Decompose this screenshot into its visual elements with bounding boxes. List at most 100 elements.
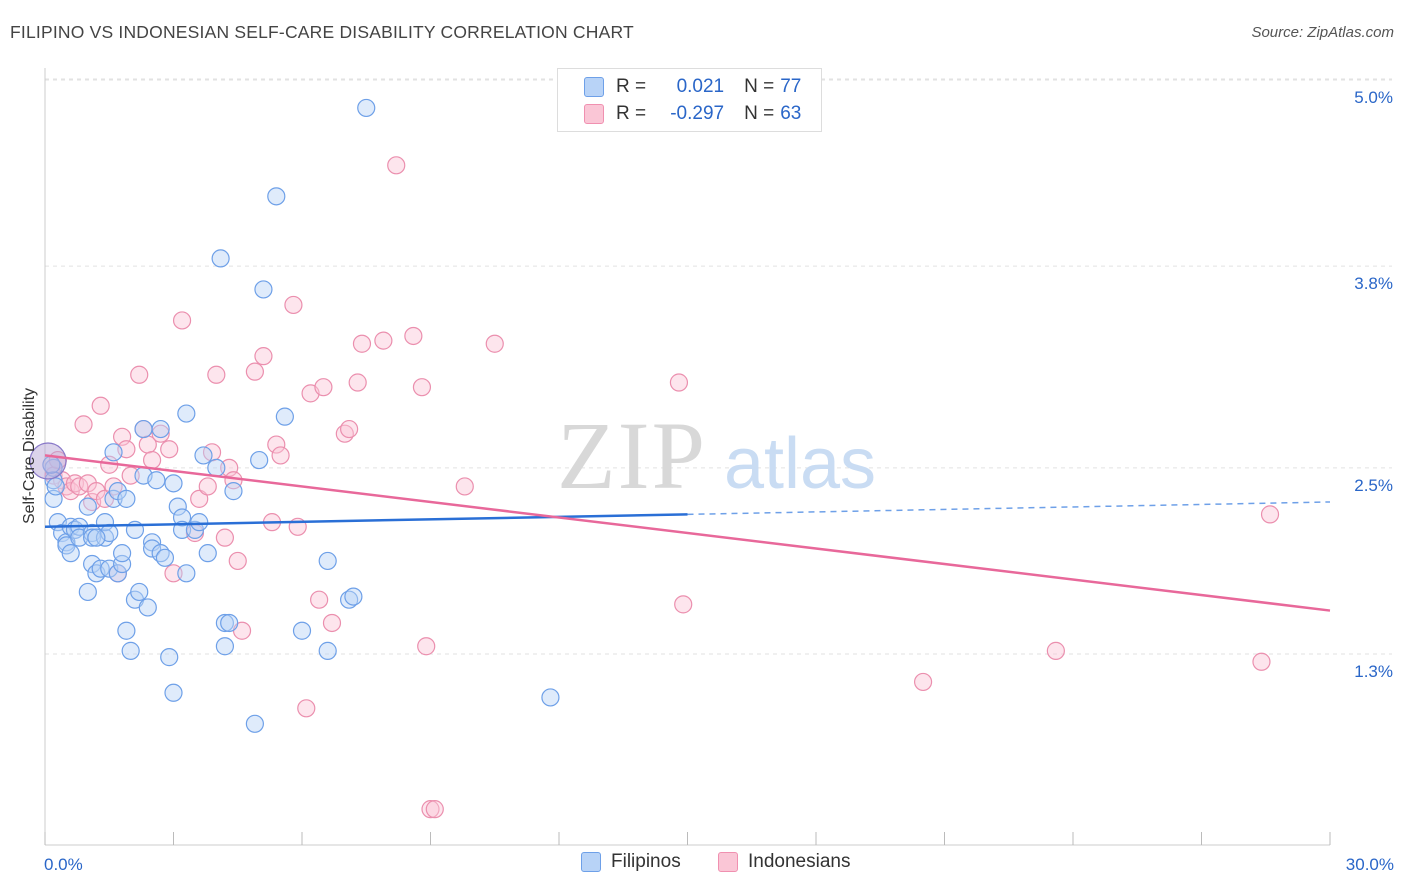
legend-row-indonesians: R = -0.297 N = 63	[558, 100, 801, 128]
legend-item-indonesians[interactable]: Indonesians	[718, 851, 850, 873]
indonesians-point	[412, 378, 432, 397]
filipinos-swatch	[584, 77, 604, 97]
filipinos-point	[220, 613, 239, 633]
y-tick-labels: 5.0% 3.8% 2.5% 1.3%	[1354, 88, 1393, 681]
indonesians-point	[322, 613, 342, 633]
correlation-legend: R = 0.021 N = 77 R = -0.297 N = 63	[557, 68, 822, 132]
filipinos-trend-extension	[687, 501, 1331, 516]
indonesians-point	[352, 334, 372, 353]
indonesians-point	[314, 378, 333, 397]
filipinos-r-value: 0.021	[676, 76, 725, 97]
filipinos-point	[130, 582, 149, 602]
indonesians-point	[267, 435, 286, 454]
filipinos-point	[78, 497, 97, 516]
filipinos-point	[198, 544, 217, 563]
indonesians-point	[151, 424, 170, 443]
indonesians-point	[190, 489, 209, 508]
filipinos-point	[142, 539, 162, 558]
filipinos-point	[172, 508, 192, 527]
indonesians-n-value: 63	[780, 103, 802, 124]
grid-lines	[45, 78, 1392, 655]
filipinos-point	[267, 187, 286, 206]
legend-item-filipinos[interactable]: Filipinos	[581, 851, 681, 873]
filipinos-point	[78, 582, 97, 602]
filipinos-point	[160, 648, 179, 667]
filipinos-point	[177, 404, 196, 423]
y-axis-label: Self-Care Disability	[21, 388, 38, 524]
filipinos-point	[224, 482, 243, 501]
series-indonesians	[44, 156, 1280, 819]
filipinos-point	[541, 688, 560, 707]
filipinos-point	[87, 528, 106, 547]
filipinos-point	[177, 564, 196, 583]
indonesians-legend-swatch	[718, 852, 738, 872]
filipinos-point	[61, 544, 80, 563]
n-label: N =	[744, 103, 775, 124]
indonesians-point	[913, 672, 933, 692]
filipinos-point	[172, 520, 192, 539]
indonesians-point	[164, 564, 183, 583]
filipinos-point	[138, 598, 157, 617]
indonesians-point	[455, 477, 474, 496]
indonesians-point	[91, 396, 110, 415]
filipinos-point	[318, 551, 337, 571]
watermark-atlas: atlas	[724, 424, 876, 504]
trend-lines	[44, 454, 1331, 612]
indonesians-point	[254, 347, 273, 366]
indonesians-r-value: -0.297	[670, 103, 725, 124]
indonesians-point	[215, 528, 234, 547]
indonesians-point	[310, 590, 329, 609]
y-tick-label: 1.3%	[1354, 662, 1393, 681]
filipinos-point	[292, 621, 312, 640]
filipinos-point	[190, 513, 209, 532]
series-filipinos	[29, 98, 560, 733]
indonesians-trend-line	[44, 454, 1331, 612]
y-tick-label: 2.5%	[1354, 476, 1393, 495]
filipinos-point	[211, 249, 230, 268]
filipinos-point	[104, 443, 123, 462]
filipinos-point	[164, 683, 183, 702]
filipinos-point	[108, 564, 127, 583]
indonesians-point	[348, 373, 367, 392]
filipinos-point	[207, 458, 226, 477]
indonesians-point	[245, 362, 264, 381]
y-tick-label: 5.0%	[1354, 88, 1393, 107]
filipinos-point	[215, 637, 234, 656]
indonesians-point	[207, 365, 226, 384]
filipinos-point	[357, 98, 376, 118]
filipinos-point	[121, 641, 140, 660]
n-label: N =	[744, 76, 775, 97]
filipinos-trend-line	[44, 513, 688, 529]
indonesians-point	[121, 466, 140, 485]
filipinos-point	[83, 554, 102, 574]
legend-row-filipinos: R = 0.021 N = 77	[558, 73, 801, 101]
filipinos-point	[134, 419, 153, 439]
indonesians-point	[417, 637, 436, 656]
filipinos-point	[275, 407, 294, 426]
filipinos-point	[147, 471, 166, 490]
indonesians-point	[404, 326, 423, 346]
chart-title: FILIPINO VS INDONESIAN SELF-CARE DISABIL…	[10, 22, 634, 42]
cluster-point	[29, 442, 67, 480]
filipinos-point	[245, 714, 264, 733]
filipinos-point	[254, 280, 273, 299]
watermark-zip: ZIP	[557, 402, 707, 509]
indonesians-point	[421, 800, 440, 819]
watermark: ZIP atlas	[557, 402, 876, 509]
indonesians-point	[142, 450, 162, 470]
filipinos-point	[112, 554, 132, 574]
indonesians-point	[297, 699, 316, 718]
indonesians-legend-label: Indonesians	[748, 851, 851, 872]
indonesians-point	[1260, 505, 1280, 524]
filipinos-point	[194, 446, 213, 465]
filipinos-legend-swatch	[581, 852, 601, 872]
r-label: R =	[616, 76, 647, 97]
filipinos-legend-label: Filipinos	[611, 851, 681, 872]
filipinos-point	[112, 544, 132, 563]
y-tick-label: 3.8%	[1354, 274, 1393, 293]
indonesians-point	[1252, 652, 1271, 671]
filipinos-point	[151, 419, 170, 439]
indonesians-point	[172, 311, 192, 330]
filipinos-point	[46, 477, 65, 496]
indonesians-point	[340, 419, 359, 439]
